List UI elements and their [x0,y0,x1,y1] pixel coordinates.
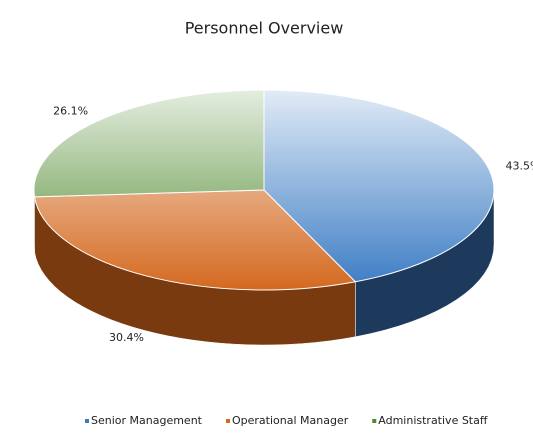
data-label: 26.1% [53,105,88,118]
pie-slice-side [33,189,35,252]
legend-swatch [226,419,230,423]
chart-title: Personnel Overview [185,19,344,38]
legend-swatch [85,419,89,423]
legend-label: Administrative Staff [378,414,488,427]
legend-swatch [372,419,377,423]
data-label: 43.5% [506,160,533,173]
legend-label: Senior Management [91,414,203,427]
legend-label: Operational Manager [232,414,349,427]
data-label: 30.4% [109,331,144,344]
pie-shine [34,90,494,290]
